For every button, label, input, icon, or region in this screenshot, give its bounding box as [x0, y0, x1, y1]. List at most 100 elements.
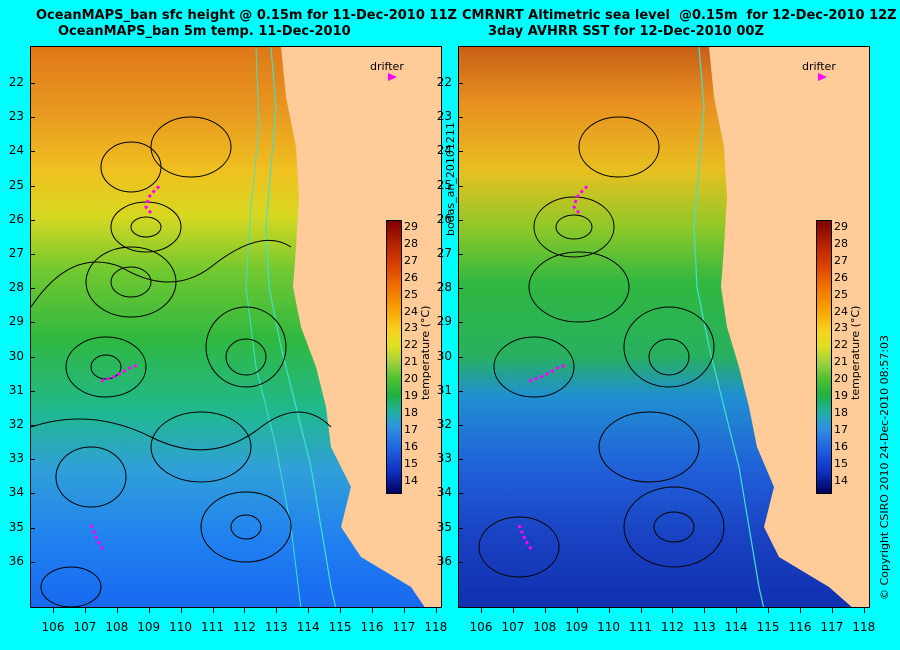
colorbar-tick-label: 28	[834, 236, 848, 250]
longitude-tick	[180, 608, 182, 613]
longitude-label: 117	[820, 620, 844, 634]
latitude-tick	[30, 322, 35, 324]
latitude-tick	[30, 83, 35, 84]
longitude-tick	[276, 608, 278, 613]
colorbar-tick-label: 29	[404, 220, 418, 233]
longitude-label: 118	[852, 620, 876, 634]
colorbar-tick-label: 24	[404, 304, 418, 318]
latitude-tick	[30, 356, 35, 358]
drifter-label-right: drifter	[802, 60, 836, 73]
drifter-arrow-left	[388, 73, 397, 81]
latitude-tick	[30, 288, 35, 290]
colorbar-tick-label: 15	[834, 456, 848, 470]
latitude-label: 34	[436, 485, 452, 500]
latitude-tick	[458, 185, 463, 187]
latitude-tick	[458, 151, 463, 153]
longitude-tick	[244, 608, 246, 613]
left-map-graphic	[31, 47, 441, 607]
latitude-tick	[458, 356, 463, 358]
longitude-tick	[403, 608, 405, 613]
colorbar-tick-label: 17	[834, 422, 848, 436]
latitude-tick	[458, 493, 463, 495]
latitude-label: 31	[436, 382, 452, 397]
left-title-line2: OceanMAPS_ban 5m temp. 11-Dec-2010	[58, 24, 351, 39]
latitude-tick	[458, 459, 463, 461]
colorbar-tick-label: 22	[834, 338, 848, 352]
longitude-tick	[481, 608, 482, 613]
latitude-tick	[30, 459, 35, 461]
latitude-tick	[30, 561, 35, 563]
colorbar-tick-label: 23	[404, 321, 418, 335]
copyright-text: © Copyright CSIRO 2010 24-Dec-2010 08:57…	[878, 334, 891, 600]
longitude-label: 110	[169, 620, 193, 634]
colorbar-tick-label: 23	[834, 321, 848, 335]
latitude-tick	[30, 390, 35, 392]
latitude-label: 35	[8, 519, 24, 534]
colorbar-tick-label: 28	[404, 236, 418, 250]
latitude-label: 29	[436, 314, 452, 329]
longitude-label: 116	[360, 620, 384, 634]
colorbar-tick-label: 18	[404, 405, 418, 419]
longitude-tick	[116, 608, 118, 613]
longitude-tick	[736, 608, 738, 613]
longitude-tick	[768, 608, 770, 613]
longitude-label: 106	[41, 620, 65, 634]
colorbar-tick-label: 20	[404, 372, 418, 386]
longitude-tick	[53, 608, 54, 613]
latitude-label: 33	[436, 451, 452, 466]
longitude-label: 107	[501, 620, 525, 634]
latitude-label: 25	[436, 177, 452, 192]
latitude-label: 29	[8, 314, 24, 329]
longitude-label: 112	[232, 620, 256, 634]
longitude-label: 110	[597, 620, 621, 634]
longitude-tick	[435, 608, 437, 613]
left-sst-map[interactable]	[30, 46, 442, 608]
drifter-label-left: drifter	[370, 60, 404, 73]
colorbar-left	[386, 220, 402, 494]
longitude-tick	[212, 608, 214, 613]
colorbar-tick-label: 27	[404, 253, 418, 267]
latitude-tick	[458, 254, 463, 255]
longitude-tick	[800, 608, 801, 613]
colorbar-tick-label: 20	[834, 372, 848, 386]
longitude-tick	[84, 608, 86, 613]
longitude-label: 114	[296, 620, 320, 634]
colorbar-tick-label: 21	[834, 355, 848, 369]
longitude-label: 106	[469, 620, 493, 634]
longitude-label: 117	[392, 620, 416, 634]
longitude-label: 114	[724, 620, 748, 634]
latitude-label: 34	[8, 485, 24, 500]
latitude-label: 36	[8, 553, 24, 568]
longitude-label: 109	[137, 620, 161, 634]
drifter-arrow-right	[818, 73, 827, 81]
colorbar-title-left: temperature (°C)	[419, 305, 432, 400]
latitude-label: 32	[436, 417, 452, 431]
latitude-tick	[458, 527, 463, 529]
latitude-tick	[30, 219, 35, 221]
longitude-label: 115	[756, 620, 780, 634]
longitude-label: 116	[788, 620, 812, 634]
latitude-label: 27	[8, 246, 24, 260]
latitude-label: 30	[8, 348, 24, 363]
latitude-label: 27	[436, 246, 452, 260]
colorbar-tick-label: 26	[404, 270, 418, 284]
colorbar-tick-label: 15	[404, 456, 418, 470]
longitude-tick	[148, 608, 150, 613]
latitude-label: 31	[8, 382, 24, 397]
latitude-label: 22	[436, 75, 452, 89]
latitude-tick	[30, 151, 35, 153]
latitude-tick	[458, 219, 463, 221]
colorbar-tick-label: 21	[404, 355, 418, 369]
colorbar-tick-label: 17	[404, 422, 418, 436]
longitude-label: 115	[328, 620, 352, 634]
colorbar-title-right: temperature (°C)	[849, 305, 862, 400]
latitude-label: 28	[8, 280, 24, 295]
right-sst-map[interactable]	[458, 46, 870, 608]
longitude-tick	[863, 608, 865, 613]
longitude-tick	[372, 608, 373, 613]
run-label: bodas_an_20101211	[444, 122, 457, 236]
right-title-line1: CMRNRT Altimetric sea level @0.15m for 1…	[462, 8, 897, 23]
longitude-tick	[544, 608, 546, 613]
longitude-label: 112	[660, 620, 684, 634]
latitude-label: 35	[436, 519, 452, 534]
